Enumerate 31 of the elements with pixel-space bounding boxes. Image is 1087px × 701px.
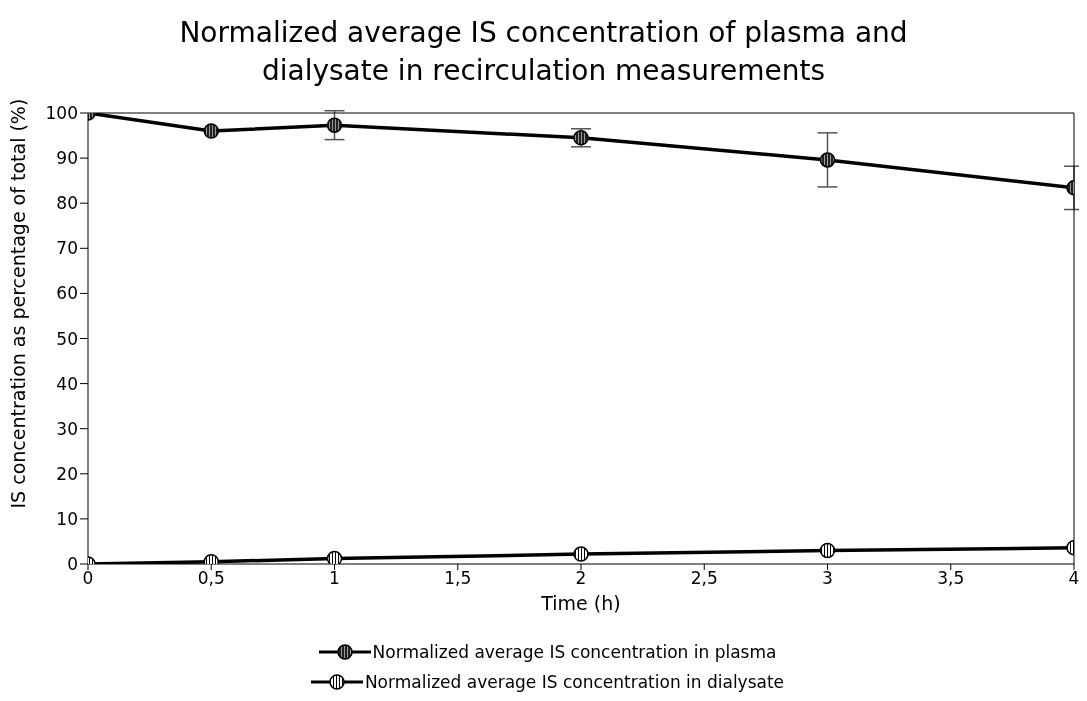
chart-title: Normalized average IS concentration of plasma and dialysate in recirculation measurements — [178, 15, 909, 89]
x-tick-label: 2 — [575, 568, 587, 589]
x-tick-label: 0 — [82, 568, 94, 589]
y-tick-label: 10 — [56, 508, 78, 529]
point — [573, 546, 589, 562]
x-tick-label: 4 — [1068, 568, 1080, 589]
y-axis-title: IS concentration as percentage of total (%) — [6, 98, 29, 509]
y-tick-label: 90 — [56, 148, 78, 169]
legend-label: Normalized average IS concentration in dialysate — [364, 672, 785, 692]
point — [819, 542, 836, 559]
x-axis-title: Time (h) — [540, 592, 621, 614]
legend-label: Normalized average IS concentration in plasma — [372, 642, 777, 662]
y-tick-label: 20 — [56, 463, 78, 484]
point — [326, 550, 343, 564]
x-tick-label: 1 — [329, 568, 340, 589]
y-tick-label: 40 — [56, 373, 78, 394]
y-tick-label: 30 — [56, 418, 78, 439]
x-tick-label: 0,5 — [197, 568, 225, 589]
x-tick-label: 3,5 — [937, 568, 965, 589]
y-tick-label: 50 — [56, 328, 78, 349]
y-tick-label: 100 — [45, 103, 78, 124]
y-tick-label: 60 — [56, 283, 78, 304]
x-tick-label: 1,5 — [444, 568, 472, 589]
y-tick-label: 0 — [67, 554, 78, 575]
x-tick-label: 2,5 — [690, 568, 718, 589]
point — [819, 152, 836, 168]
point — [203, 123, 219, 139]
point — [326, 117, 343, 133]
x-tick-label: 3 — [822, 568, 833, 589]
y-tick-label: 70 — [56, 238, 78, 259]
y-tick-label: 80 — [56, 193, 78, 214]
